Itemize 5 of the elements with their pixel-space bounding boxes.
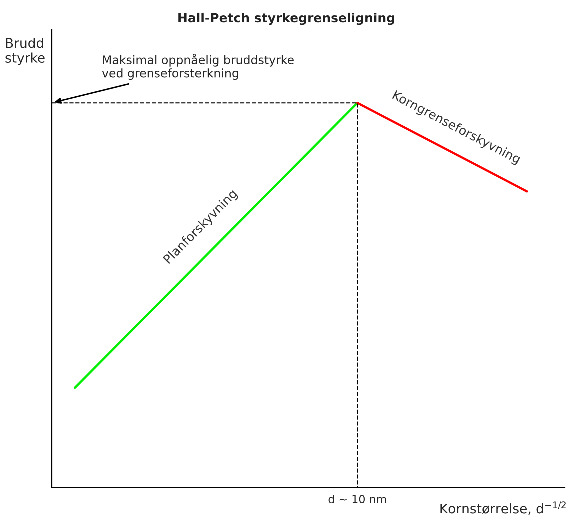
text: Maksimal oppnåelig bruddstyrke ved grenseforsterkning xyxy=(102,54,294,80)
y-axis-title: Brudd styrke xyxy=(6,38,45,66)
chart-title: Hall-Petch styrkegrenseligning xyxy=(178,12,394,26)
text: d ~ 10 nm xyxy=(328,494,386,504)
x-axis-title: Kornstørrelse, d$^{−1/2}$ xyxy=(440,502,566,516)
